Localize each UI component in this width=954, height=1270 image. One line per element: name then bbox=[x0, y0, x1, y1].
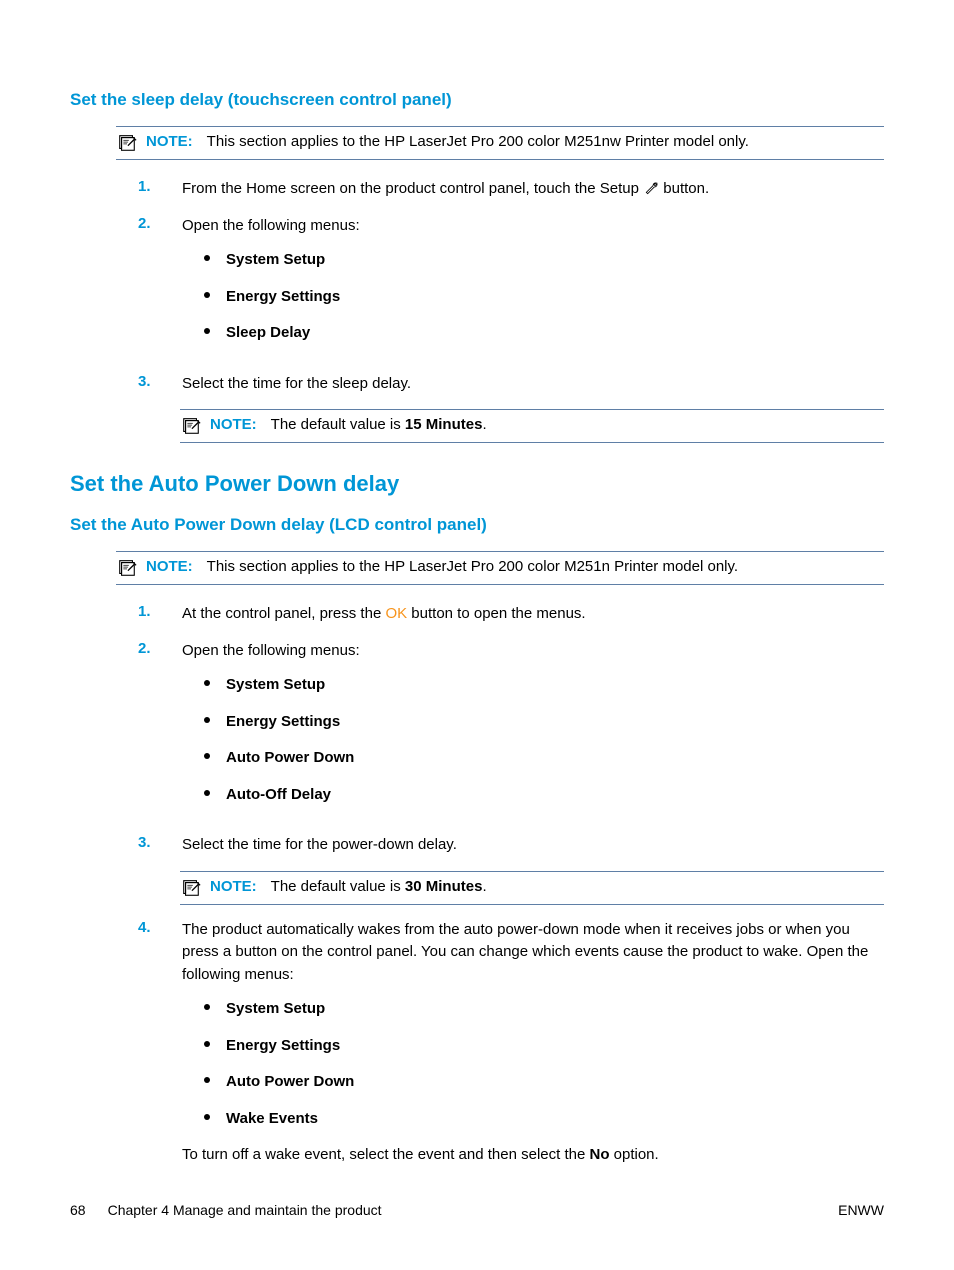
step-item: 4. The product automatically wakes from … bbox=[70, 919, 884, 1167]
bullet-item: System Setup bbox=[204, 249, 884, 272]
steps-list-2: 1. At the control panel, press the OK bu… bbox=[70, 603, 884, 857]
note-text-before: The default value is bbox=[271, 416, 405, 433]
step-text-after: button to open the menus. bbox=[407, 605, 585, 622]
step-body: The product automatically wakes from the… bbox=[182, 919, 884, 1167]
step-item: 3. Select the time for the sleep delay. bbox=[70, 373, 884, 396]
note-text-before: The default value is bbox=[271, 878, 405, 895]
note-block: NOTE: This section applies to the HP Las… bbox=[116, 551, 884, 585]
note-label: NOTE: bbox=[146, 558, 193, 575]
step-number: 2. bbox=[138, 215, 168, 232]
after-bold: No bbox=[589, 1146, 609, 1163]
note-text-after: . bbox=[482, 416, 486, 433]
note-text: This section applies to the HP LaserJet … bbox=[207, 133, 749, 150]
step-after-text: To turn off a wake event, select the eve… bbox=[182, 1144, 884, 1167]
step-body: At the control panel, press the OK butto… bbox=[182, 603, 884, 626]
step-text: Open the following menus: bbox=[182, 642, 360, 659]
note-icon bbox=[180, 878, 202, 898]
note-label: NOTE: bbox=[210, 878, 257, 895]
steps-list-2b: 4. The product automatically wakes from … bbox=[70, 919, 884, 1167]
footer-brand: ENWW bbox=[838, 1202, 884, 1218]
note-label: NOTE: bbox=[146, 133, 193, 150]
step-text: Select the time for the power-down delay… bbox=[182, 836, 457, 853]
step-item: 2. Open the following menus: System Setu… bbox=[70, 215, 884, 359]
step-text-after: button. bbox=[659, 180, 709, 197]
footer-left: 68 Chapter 4 Manage and maintain the pro… bbox=[70, 1202, 382, 1218]
step-text: Open the following menus: bbox=[182, 217, 360, 234]
steps-list-1: 1. From the Home screen on the product c… bbox=[70, 178, 884, 395]
step-body: Open the following menus: System Setup E… bbox=[182, 640, 884, 821]
note-block: NOTE: The default value is 30 Minutes. bbox=[180, 871, 884, 905]
bullet-item: Auto-Off Delay bbox=[204, 784, 884, 807]
heading-auto-power-down-lcd: Set the Auto Power Down delay (LCD contr… bbox=[70, 515, 884, 535]
step-body: From the Home screen on the product cont… bbox=[182, 178, 884, 201]
bullet-list: System Setup Energy Settings Auto Power … bbox=[204, 998, 884, 1130]
bullet-list: System Setup Energy Settings Sleep Delay bbox=[204, 249, 884, 345]
step-body: Select the time for the power-down delay… bbox=[182, 834, 884, 857]
bullet-list: System Setup Energy Settings Auto Power … bbox=[204, 674, 884, 806]
note-text-after: . bbox=[482, 878, 486, 895]
note-icon bbox=[116, 133, 138, 153]
step-number: 1. bbox=[138, 603, 168, 620]
ok-label: OK bbox=[385, 605, 407, 622]
step-number: 3. bbox=[138, 373, 168, 390]
bullet-item: Auto Power Down bbox=[204, 1071, 884, 1094]
chapter-title: Chapter 4 Manage and maintain the produc… bbox=[108, 1202, 382, 1218]
note-text: This section applies to the HP LaserJet … bbox=[207, 558, 738, 575]
step-item: 2. Open the following menus: System Setu… bbox=[70, 640, 884, 821]
bullet-item: Energy Settings bbox=[204, 286, 884, 309]
step-number: 1. bbox=[138, 178, 168, 195]
step-number: 3. bbox=[138, 834, 168, 851]
bullet-item: Energy Settings bbox=[204, 711, 884, 734]
note-block: NOTE: This section applies to the HP Las… bbox=[116, 126, 884, 160]
note-text-bold: 30 Minutes bbox=[405, 878, 483, 895]
after-after: option. bbox=[609, 1146, 658, 1163]
note-block: NOTE: The default value is 15 Minutes. bbox=[180, 409, 884, 443]
setup-wrench-icon bbox=[643, 179, 659, 195]
page: Set the sleep delay (touchscreen control… bbox=[0, 0, 954, 1270]
step-text-before: At the control panel, press the bbox=[182, 605, 385, 622]
heading-auto-power-down: Set the Auto Power Down delay bbox=[70, 471, 884, 497]
bullet-item: Sleep Delay bbox=[204, 322, 884, 345]
bullet-item: Wake Events bbox=[204, 1108, 884, 1131]
step-text: The product automatically wakes from the… bbox=[182, 921, 868, 983]
step-number: 2. bbox=[138, 640, 168, 657]
bullet-item: System Setup bbox=[204, 998, 884, 1021]
step-item: 1. From the Home screen on the product c… bbox=[70, 178, 884, 201]
step-number: 4. bbox=[138, 919, 168, 936]
note-text: The default value is 15 Minutes. bbox=[271, 416, 487, 433]
step-text: Select the time for the sleep delay. bbox=[182, 375, 411, 392]
page-footer: 68 Chapter 4 Manage and maintain the pro… bbox=[70, 1202, 884, 1218]
step-body: Select the time for the sleep delay. bbox=[182, 373, 884, 396]
step-item: 1. At the control panel, press the OK bu… bbox=[70, 603, 884, 626]
bullet-item: Auto Power Down bbox=[204, 747, 884, 770]
bullet-item: Energy Settings bbox=[204, 1035, 884, 1058]
step-item: 3. Select the time for the power-down de… bbox=[70, 834, 884, 857]
step-body: Open the following menus: System Setup E… bbox=[182, 215, 884, 359]
note-text-bold: 15 Minutes bbox=[405, 416, 483, 433]
note-icon bbox=[116, 558, 138, 578]
step-text: From the Home screen on the product cont… bbox=[182, 180, 643, 197]
page-number: 68 bbox=[70, 1202, 86, 1218]
heading-sleep-delay-touch: Set the sleep delay (touchscreen control… bbox=[70, 90, 884, 110]
note-label: NOTE: bbox=[210, 416, 257, 433]
after-before: To turn off a wake event, select the eve… bbox=[182, 1146, 589, 1163]
note-text: The default value is 30 Minutes. bbox=[271, 878, 487, 895]
note-icon bbox=[180, 416, 202, 436]
bullet-item: System Setup bbox=[204, 674, 884, 697]
